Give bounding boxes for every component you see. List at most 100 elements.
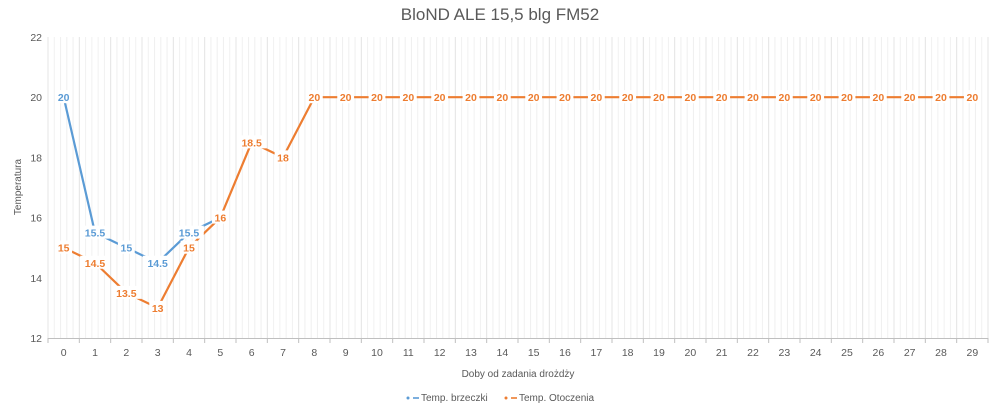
x-tick-label: 22 bbox=[747, 347, 759, 359]
x-tick-label: 9 bbox=[343, 347, 349, 359]
x-tick-label: 24 bbox=[810, 347, 822, 359]
data-label: 20 bbox=[528, 92, 540, 104]
data-label: 18 bbox=[277, 152, 289, 164]
data-label: 20 bbox=[716, 92, 728, 104]
data-label-bg bbox=[525, 90, 543, 104]
data-label-bg bbox=[80, 255, 110, 269]
x-tick-label: 2 bbox=[123, 347, 129, 359]
data-label: 14.5 bbox=[147, 258, 168, 270]
y-tick-label: 22 bbox=[30, 32, 42, 44]
data-label: 20 bbox=[747, 92, 759, 104]
data-label-bg bbox=[55, 240, 73, 254]
data-label-bg bbox=[274, 150, 292, 164]
data-label-bg bbox=[180, 240, 198, 254]
data-label-bg bbox=[963, 90, 981, 104]
data-label-bg bbox=[142, 255, 173, 269]
data-label-bg bbox=[399, 90, 417, 104]
x-tick-label: 15 bbox=[528, 347, 540, 359]
data-label-bg bbox=[713, 90, 731, 104]
chart-grid bbox=[47, 37, 989, 338]
data-label: 20 bbox=[590, 92, 602, 104]
x-axis-title: Doby od zadania drożdży bbox=[462, 369, 575, 380]
data-label: 20 bbox=[402, 92, 414, 104]
x-tick-label: 1 bbox=[92, 347, 98, 359]
data-label: 16 bbox=[214, 213, 226, 225]
x-tick-label: 4 bbox=[186, 347, 192, 359]
chart-legend: Temp. brzeczki Temp. Otoczenia bbox=[406, 393, 594, 404]
data-label-bg bbox=[744, 90, 762, 104]
data-label-bg bbox=[236, 135, 267, 149]
data-label-bg bbox=[650, 90, 668, 104]
data-label-bg bbox=[587, 90, 605, 104]
x-tick-label: 5 bbox=[217, 347, 223, 359]
data-label: 20 bbox=[935, 92, 947, 104]
data-label: 20 bbox=[371, 92, 383, 104]
data-label-bg bbox=[117, 240, 135, 254]
data-label: 15.5 bbox=[179, 228, 200, 240]
chart-data-labels: 20 15.5 15 14.5 15.5 15 14.5 13.5 13 15 16 18.5 18 20… bbox=[55, 90, 981, 315]
data-label: 15.5 bbox=[85, 228, 106, 240]
data-label-bg bbox=[775, 90, 793, 104]
x-tick-label: 11 bbox=[403, 347, 414, 359]
x-tick-label: 18 bbox=[622, 347, 634, 359]
data-label: 20 bbox=[434, 92, 446, 104]
data-label-bg bbox=[211, 210, 229, 224]
data-label: 15 bbox=[120, 243, 132, 255]
data-label-bg bbox=[149, 300, 167, 314]
x-tick-label: 14 bbox=[496, 347, 508, 359]
data-label: 15 bbox=[183, 243, 195, 255]
data-label-bg bbox=[111, 285, 142, 299]
y-tick-label: 18 bbox=[30, 152, 42, 164]
data-label-bg bbox=[807, 90, 825, 104]
data-label-bg bbox=[368, 90, 386, 104]
data-label: 20 bbox=[559, 92, 571, 104]
data-label: 20 bbox=[966, 92, 978, 104]
data-label: 13 bbox=[152, 303, 164, 315]
data-label-bg bbox=[869, 90, 887, 104]
x-tick-label: 17 bbox=[590, 347, 602, 359]
x-tick-label: 0 bbox=[61, 347, 67, 359]
data-label-bg bbox=[619, 90, 637, 104]
data-label-bg bbox=[80, 225, 110, 239]
data-label-bg bbox=[174, 225, 204, 239]
x-tick-label: 23 bbox=[778, 347, 790, 359]
x-tick-label: 28 bbox=[935, 347, 947, 359]
x-tick-label: 16 bbox=[559, 347, 571, 359]
x-tick-label: 27 bbox=[904, 347, 916, 359]
data-label: 20 bbox=[340, 92, 352, 104]
data-label-bg bbox=[493, 90, 511, 104]
data-label-bg bbox=[337, 90, 355, 104]
data-label: 20 bbox=[496, 92, 508, 104]
data-label: 20 bbox=[58, 92, 70, 104]
x-tick-label: 19 bbox=[653, 347, 665, 359]
x-tick-label: 26 bbox=[872, 347, 884, 359]
x-tick-label: 8 bbox=[311, 347, 317, 359]
data-label: 15 bbox=[58, 243, 70, 255]
x-tick-label: 20 bbox=[684, 347, 696, 359]
x-tick-label: 10 bbox=[371, 347, 383, 359]
data-label-bg bbox=[462, 90, 480, 104]
x-tick-label: 12 bbox=[434, 347, 446, 359]
chart-axes: 0 1 2 3 4 5 6 7 8 9 10 11 12 13 14 15 16 17 18 19 20 21 22 23 24… bbox=[30, 32, 989, 359]
data-label-bg bbox=[932, 90, 950, 104]
data-label-bg bbox=[901, 90, 919, 104]
legend-marker bbox=[504, 396, 508, 400]
y-tick-label: 12 bbox=[30, 333, 42, 345]
y-tick-label: 16 bbox=[30, 213, 42, 225]
data-label-bg bbox=[681, 90, 699, 104]
legend-marker bbox=[406, 396, 410, 400]
data-label: 13.5 bbox=[116, 288, 137, 300]
data-label: 20 bbox=[684, 92, 696, 104]
data-label: 20 bbox=[810, 92, 822, 104]
data-label: 20 bbox=[841, 92, 853, 104]
legend-label: Temp. Otoczenia bbox=[519, 393, 594, 404]
data-label: 20 bbox=[778, 92, 790, 104]
data-label-bg bbox=[556, 90, 574, 104]
data-label: 20 bbox=[465, 92, 477, 104]
x-tick-label: 25 bbox=[841, 347, 853, 359]
legend-label: Temp. brzeczki bbox=[421, 393, 488, 404]
x-tick-label: 3 bbox=[155, 347, 161, 359]
y-tick-label: 20 bbox=[30, 92, 42, 104]
data-label: 20 bbox=[904, 92, 916, 104]
